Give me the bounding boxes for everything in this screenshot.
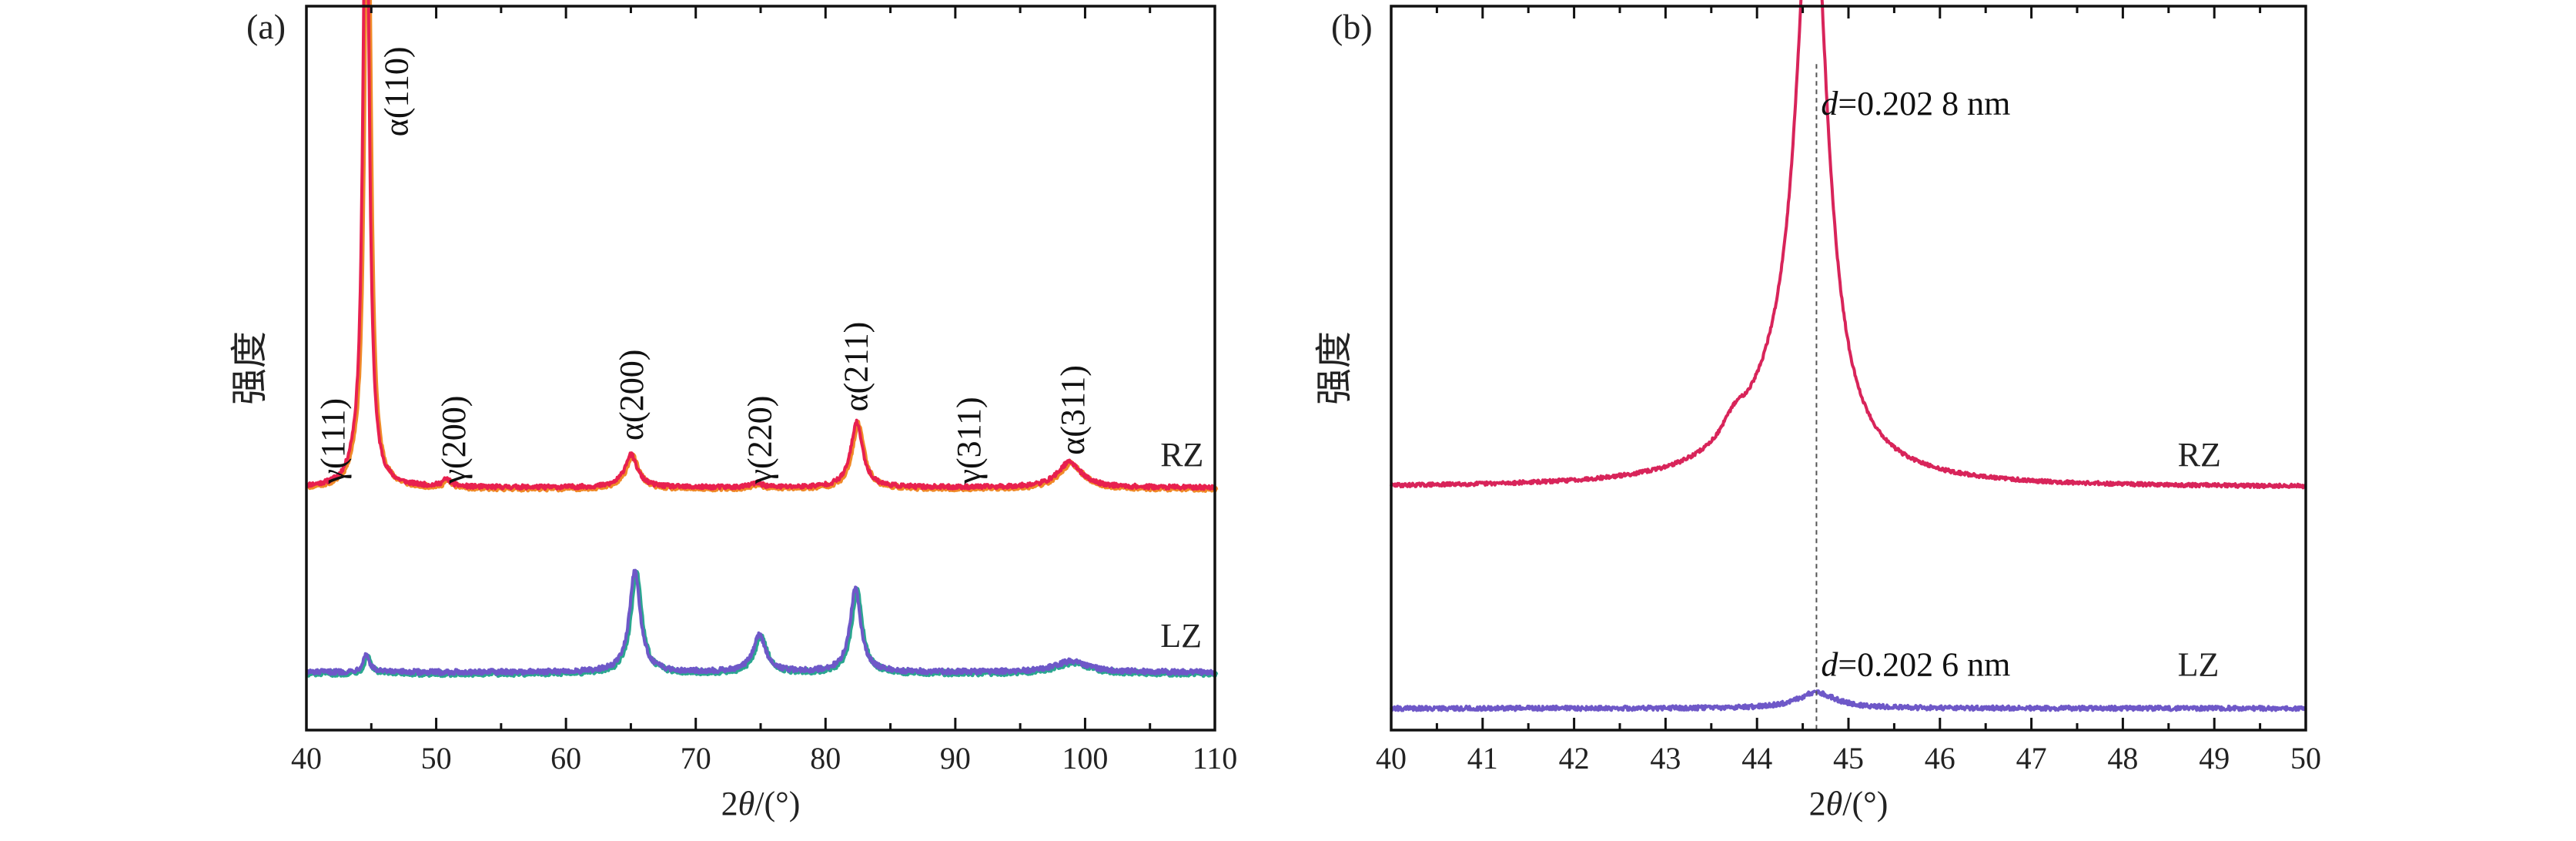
peak-label: γ(220) — [741, 396, 779, 485]
x-tick-label: 60 — [550, 741, 581, 776]
y-axis-title: 强度 — [228, 331, 271, 405]
x-axis-title: 2θ/(°) — [1809, 785, 1889, 823]
x-tick-label: 44 — [1741, 741, 1772, 776]
x-tick-label: 80 — [810, 741, 841, 776]
x-tick-label: 50 — [421, 741, 452, 776]
series-RZ-line — [1390, 0, 2307, 490]
series-label-rz: RZ — [1160, 436, 1203, 474]
d-spacing-label: d=0.202 6 nm — [1821, 646, 2010, 684]
x-tick-label: 46 — [1925, 741, 1955, 776]
peak-label: γ(311) — [950, 397, 988, 484]
peak-label: α(110) — [378, 46, 416, 136]
panel-b: 40 41 42 43 44 45 46 47 48 49 50 2θ/(°) 强度 (b) d=0.202… — [1313, 0, 2321, 823]
x-tick-label: 48 — [2107, 741, 2138, 776]
x-tick-label: 40 — [291, 741, 322, 776]
x-tick-label: 70 — [681, 741, 711, 776]
peak-label: γ(200) — [435, 396, 473, 485]
x-tick-label: 110 — [1193, 741, 1238, 776]
series-label-rz: RZ — [2178, 436, 2221, 474]
x-tick-label: 42 — [1559, 741, 1590, 776]
peak-label: α(211) — [837, 322, 875, 412]
series-LZ-line — [1390, 689, 2307, 712]
panel-label: (a) — [246, 7, 286, 46]
panel-a: 40 50 60 70 80 90 100 110 2θ/(°) 强度 (a) γ(111) α(110… — [228, 0, 1237, 823]
panel-label: (b) — [1331, 7, 1373, 46]
x-tick-label: 50 — [2290, 741, 2321, 776]
series-RZ-line — [305, 0, 1216, 491]
series-label-lz: LZ — [2178, 646, 2220, 684]
peak-label: γ(111) — [314, 398, 352, 484]
x-tick-label: 41 — [1467, 741, 1498, 776]
peak-label: α(200) — [613, 350, 651, 441]
x-axis-title: 2θ/(°) — [721, 785, 801, 823]
x-tick-label: 45 — [1833, 741, 1864, 776]
x-tick-label: 40 — [1376, 741, 1407, 776]
series-LZ-line — [305, 568, 1216, 676]
x-tick-label: 100 — [1062, 741, 1108, 776]
y-axis-title: 强度 — [1313, 331, 1356, 405]
peak-label: α(311) — [1054, 365, 1092, 455]
d-spacing-label: d=0.202 8 nm — [1821, 85, 2010, 122]
x-tick-label: 90 — [940, 741, 971, 776]
x-tick-label: 49 — [2199, 741, 2230, 776]
x-tick-label: 47 — [2016, 741, 2047, 776]
series-label-lz: LZ — [1160, 617, 1202, 655]
x-tick-label: 43 — [1650, 741, 1681, 776]
